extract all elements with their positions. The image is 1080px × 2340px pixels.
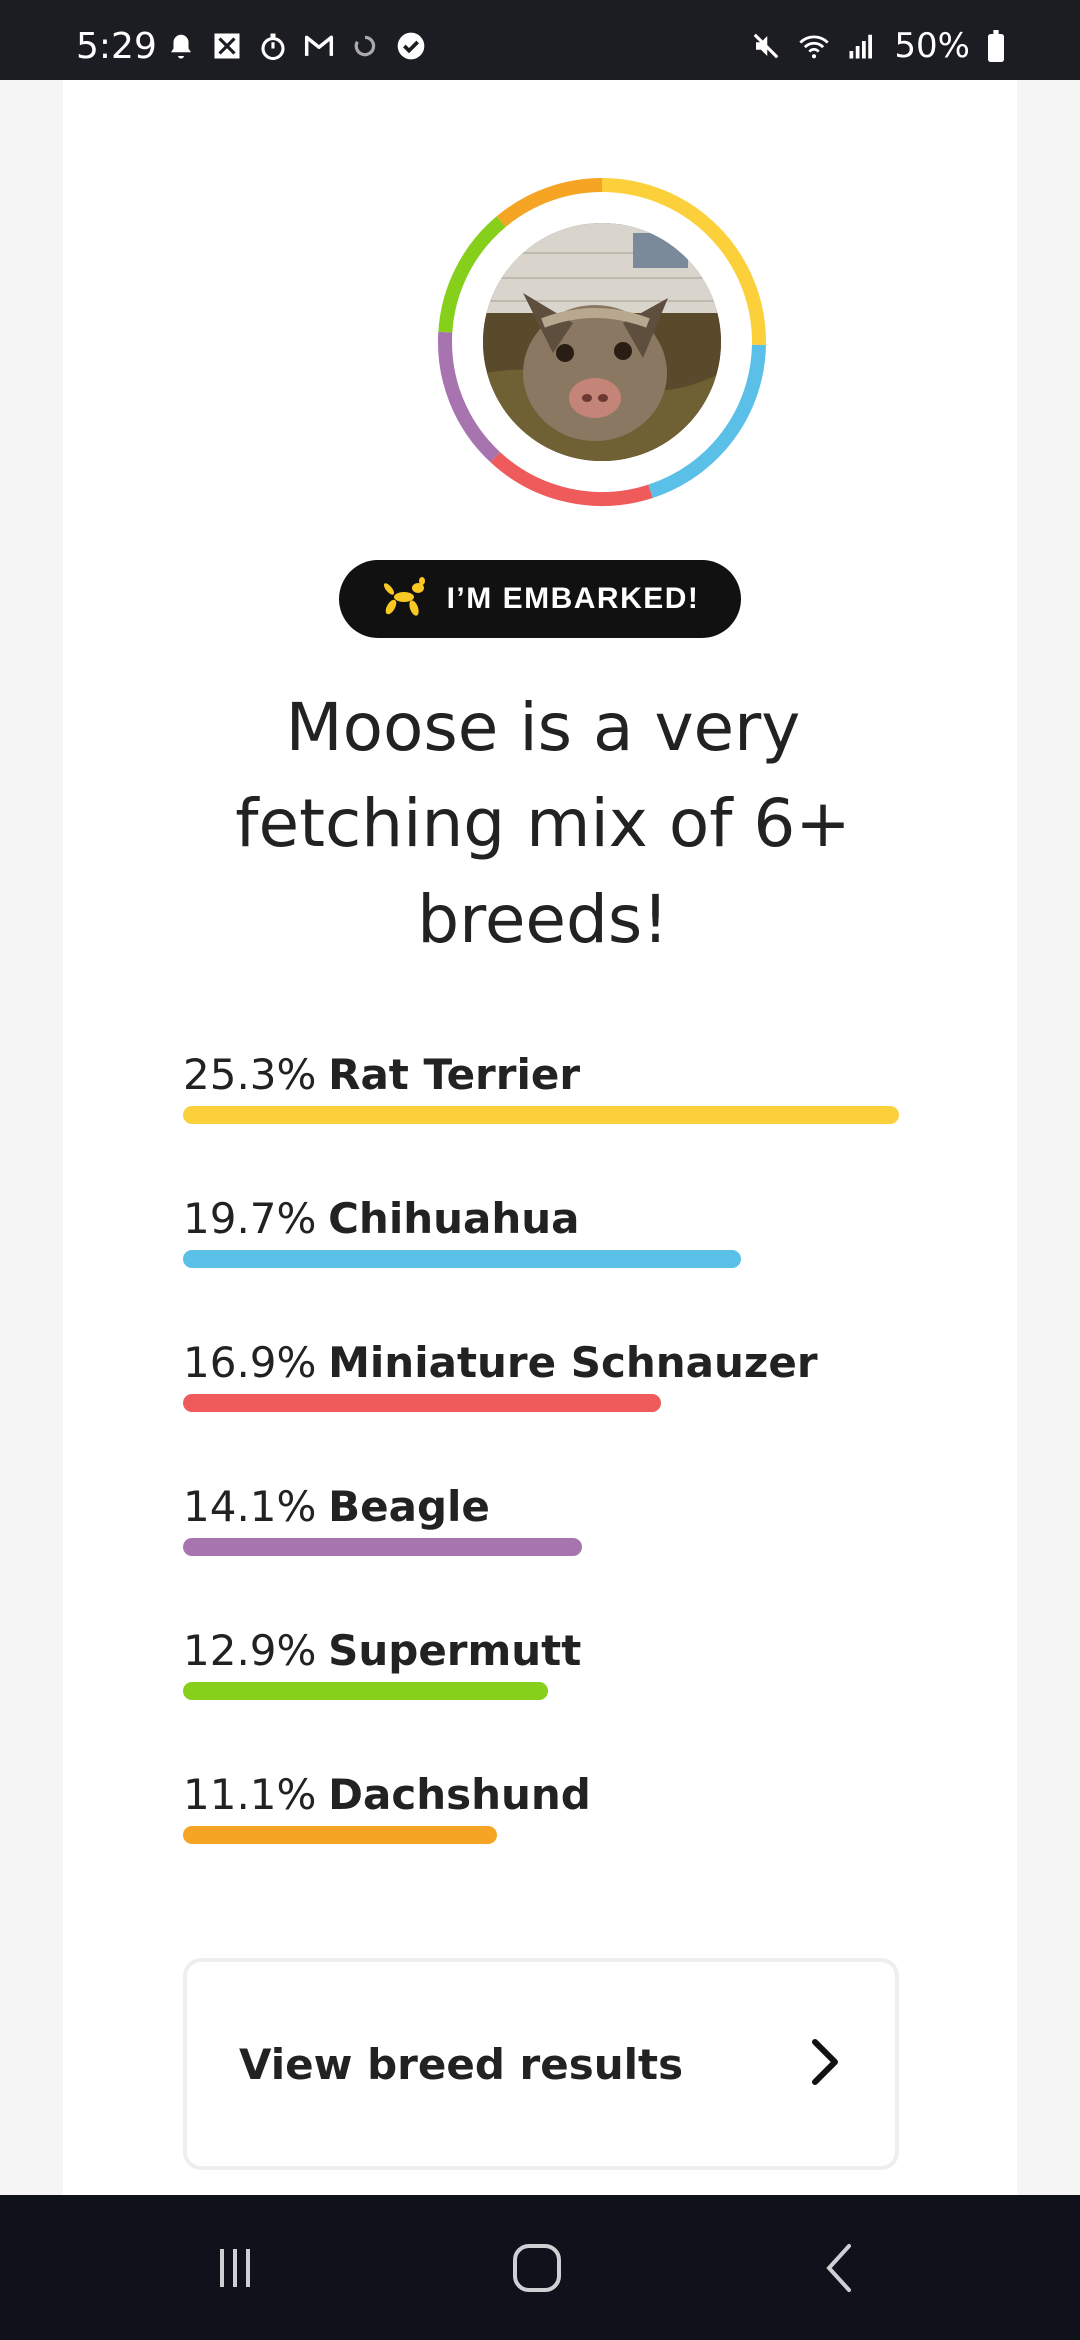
view-breed-results-button[interactable]: View breed results xyxy=(183,1958,899,2170)
mute-icon xyxy=(750,30,782,62)
breed-label: 11.1% Dachshund xyxy=(183,1770,591,1819)
breed-row: 19.7% Chihuahua xyxy=(183,1194,903,1338)
ring-segment xyxy=(490,451,653,506)
breed-summary-card: I’M EMBARKED! Moose is a very fetching m… xyxy=(63,80,1017,2195)
recent-apps-button[interactable] xyxy=(190,2225,280,2315)
status-time: 5:29 xyxy=(76,26,157,67)
breed-list: 25.3% Rat Terrier 19.7% Chihuahua 16.9% Mi… xyxy=(183,1050,903,1914)
headline-line-1: Moose is a very xyxy=(285,689,801,766)
breed-bar xyxy=(183,1250,741,1268)
breed-label: 19.7% Chihuahua xyxy=(183,1194,580,1243)
breed-label: 25.3% Rat Terrier xyxy=(183,1050,580,1099)
dog-photo xyxy=(483,223,721,461)
breed-percent: 19.7% xyxy=(183,1194,317,1243)
ring-segment xyxy=(438,216,506,333)
breed-row: 11.1% Dachshund xyxy=(183,1770,903,1914)
sync-icon xyxy=(349,30,381,62)
breed-bar-track xyxy=(183,1394,899,1412)
breed-percent: 12.9% xyxy=(183,1626,317,1675)
recent-apps-icon xyxy=(210,2243,260,2298)
breed-name: Dachshund xyxy=(328,1770,591,1819)
headline-line-3: breeds! xyxy=(417,881,669,958)
breed-name: Chihuahua xyxy=(328,1194,580,1243)
balloon-dog-icon xyxy=(381,576,427,622)
system-nav-bar xyxy=(0,2195,1080,2340)
breed-name: Miniature Schnauzer xyxy=(328,1338,818,1387)
back-icon xyxy=(815,2240,865,2301)
breed-row: 12.9% Supermutt xyxy=(183,1626,903,1770)
breed-bar-track xyxy=(183,1682,899,1700)
breed-bar-track xyxy=(183,1250,899,1268)
bell-icon xyxy=(165,30,197,62)
breed-bar xyxy=(183,1538,582,1556)
breed-label: 12.9% Supermutt xyxy=(183,1626,581,1675)
status-bar: 5:29 50% xyxy=(0,0,1080,80)
breed-bar xyxy=(183,1826,497,1844)
timer-icon xyxy=(257,30,289,62)
breed-row: 14.1% Beagle xyxy=(183,1482,903,1626)
wifi-icon xyxy=(798,30,830,62)
breed-row: 16.9% Miniature Schnauzer xyxy=(183,1338,903,1482)
ring-segment xyxy=(648,344,766,498)
breed-row: 25.3% Rat Terrier xyxy=(183,1050,903,1194)
headline: Moose is a very fetching mix of 6+ breed… xyxy=(183,680,903,968)
home-icon xyxy=(509,2240,565,2301)
badge-label: I’M EMBARKED! xyxy=(446,582,700,615)
ring-segment xyxy=(438,331,501,463)
system-status: 50% xyxy=(750,26,1006,66)
battery-icon xyxy=(986,30,1006,62)
check-circle-icon xyxy=(395,30,427,62)
headline-line-2: fetching mix of 6+ xyxy=(235,785,851,862)
breed-ring-chart xyxy=(438,178,766,506)
gmail-icon xyxy=(303,30,335,62)
breed-bar xyxy=(183,1106,899,1124)
embarked-badge: I’M EMBARKED! xyxy=(339,560,741,638)
view-breed-results-label: View breed results xyxy=(239,2039,684,2089)
breed-bar xyxy=(183,1394,661,1412)
battery-percent: 50% xyxy=(894,26,970,66)
signal-icon xyxy=(846,30,878,62)
breed-name: Supermutt xyxy=(328,1626,582,1675)
breed-label: 16.9% Miniature Schnauzer xyxy=(183,1338,818,1387)
breed-label: 14.1% Beagle xyxy=(183,1482,490,1531)
breed-bar-track xyxy=(183,1106,899,1124)
chevron-right-icon xyxy=(805,2036,845,2093)
ring-segment xyxy=(496,178,603,228)
breed-percent: 11.1% xyxy=(183,1770,317,1819)
breed-name: Beagle xyxy=(328,1482,490,1531)
ring-segment xyxy=(601,178,766,346)
breed-percent: 16.9% xyxy=(183,1338,317,1387)
breed-bar-track xyxy=(183,1538,899,1556)
breed-bar xyxy=(183,1682,548,1700)
app-icon xyxy=(211,30,243,62)
breed-bar-track xyxy=(183,1826,899,1844)
notification-icons xyxy=(165,30,427,62)
breed-percent: 14.1% xyxy=(183,1482,317,1531)
home-button[interactable] xyxy=(492,2225,582,2315)
breed-ring xyxy=(433,173,771,511)
back-button[interactable] xyxy=(795,2225,885,2315)
breed-percent: 25.3% xyxy=(183,1050,317,1099)
breed-name: Rat Terrier xyxy=(328,1050,581,1099)
